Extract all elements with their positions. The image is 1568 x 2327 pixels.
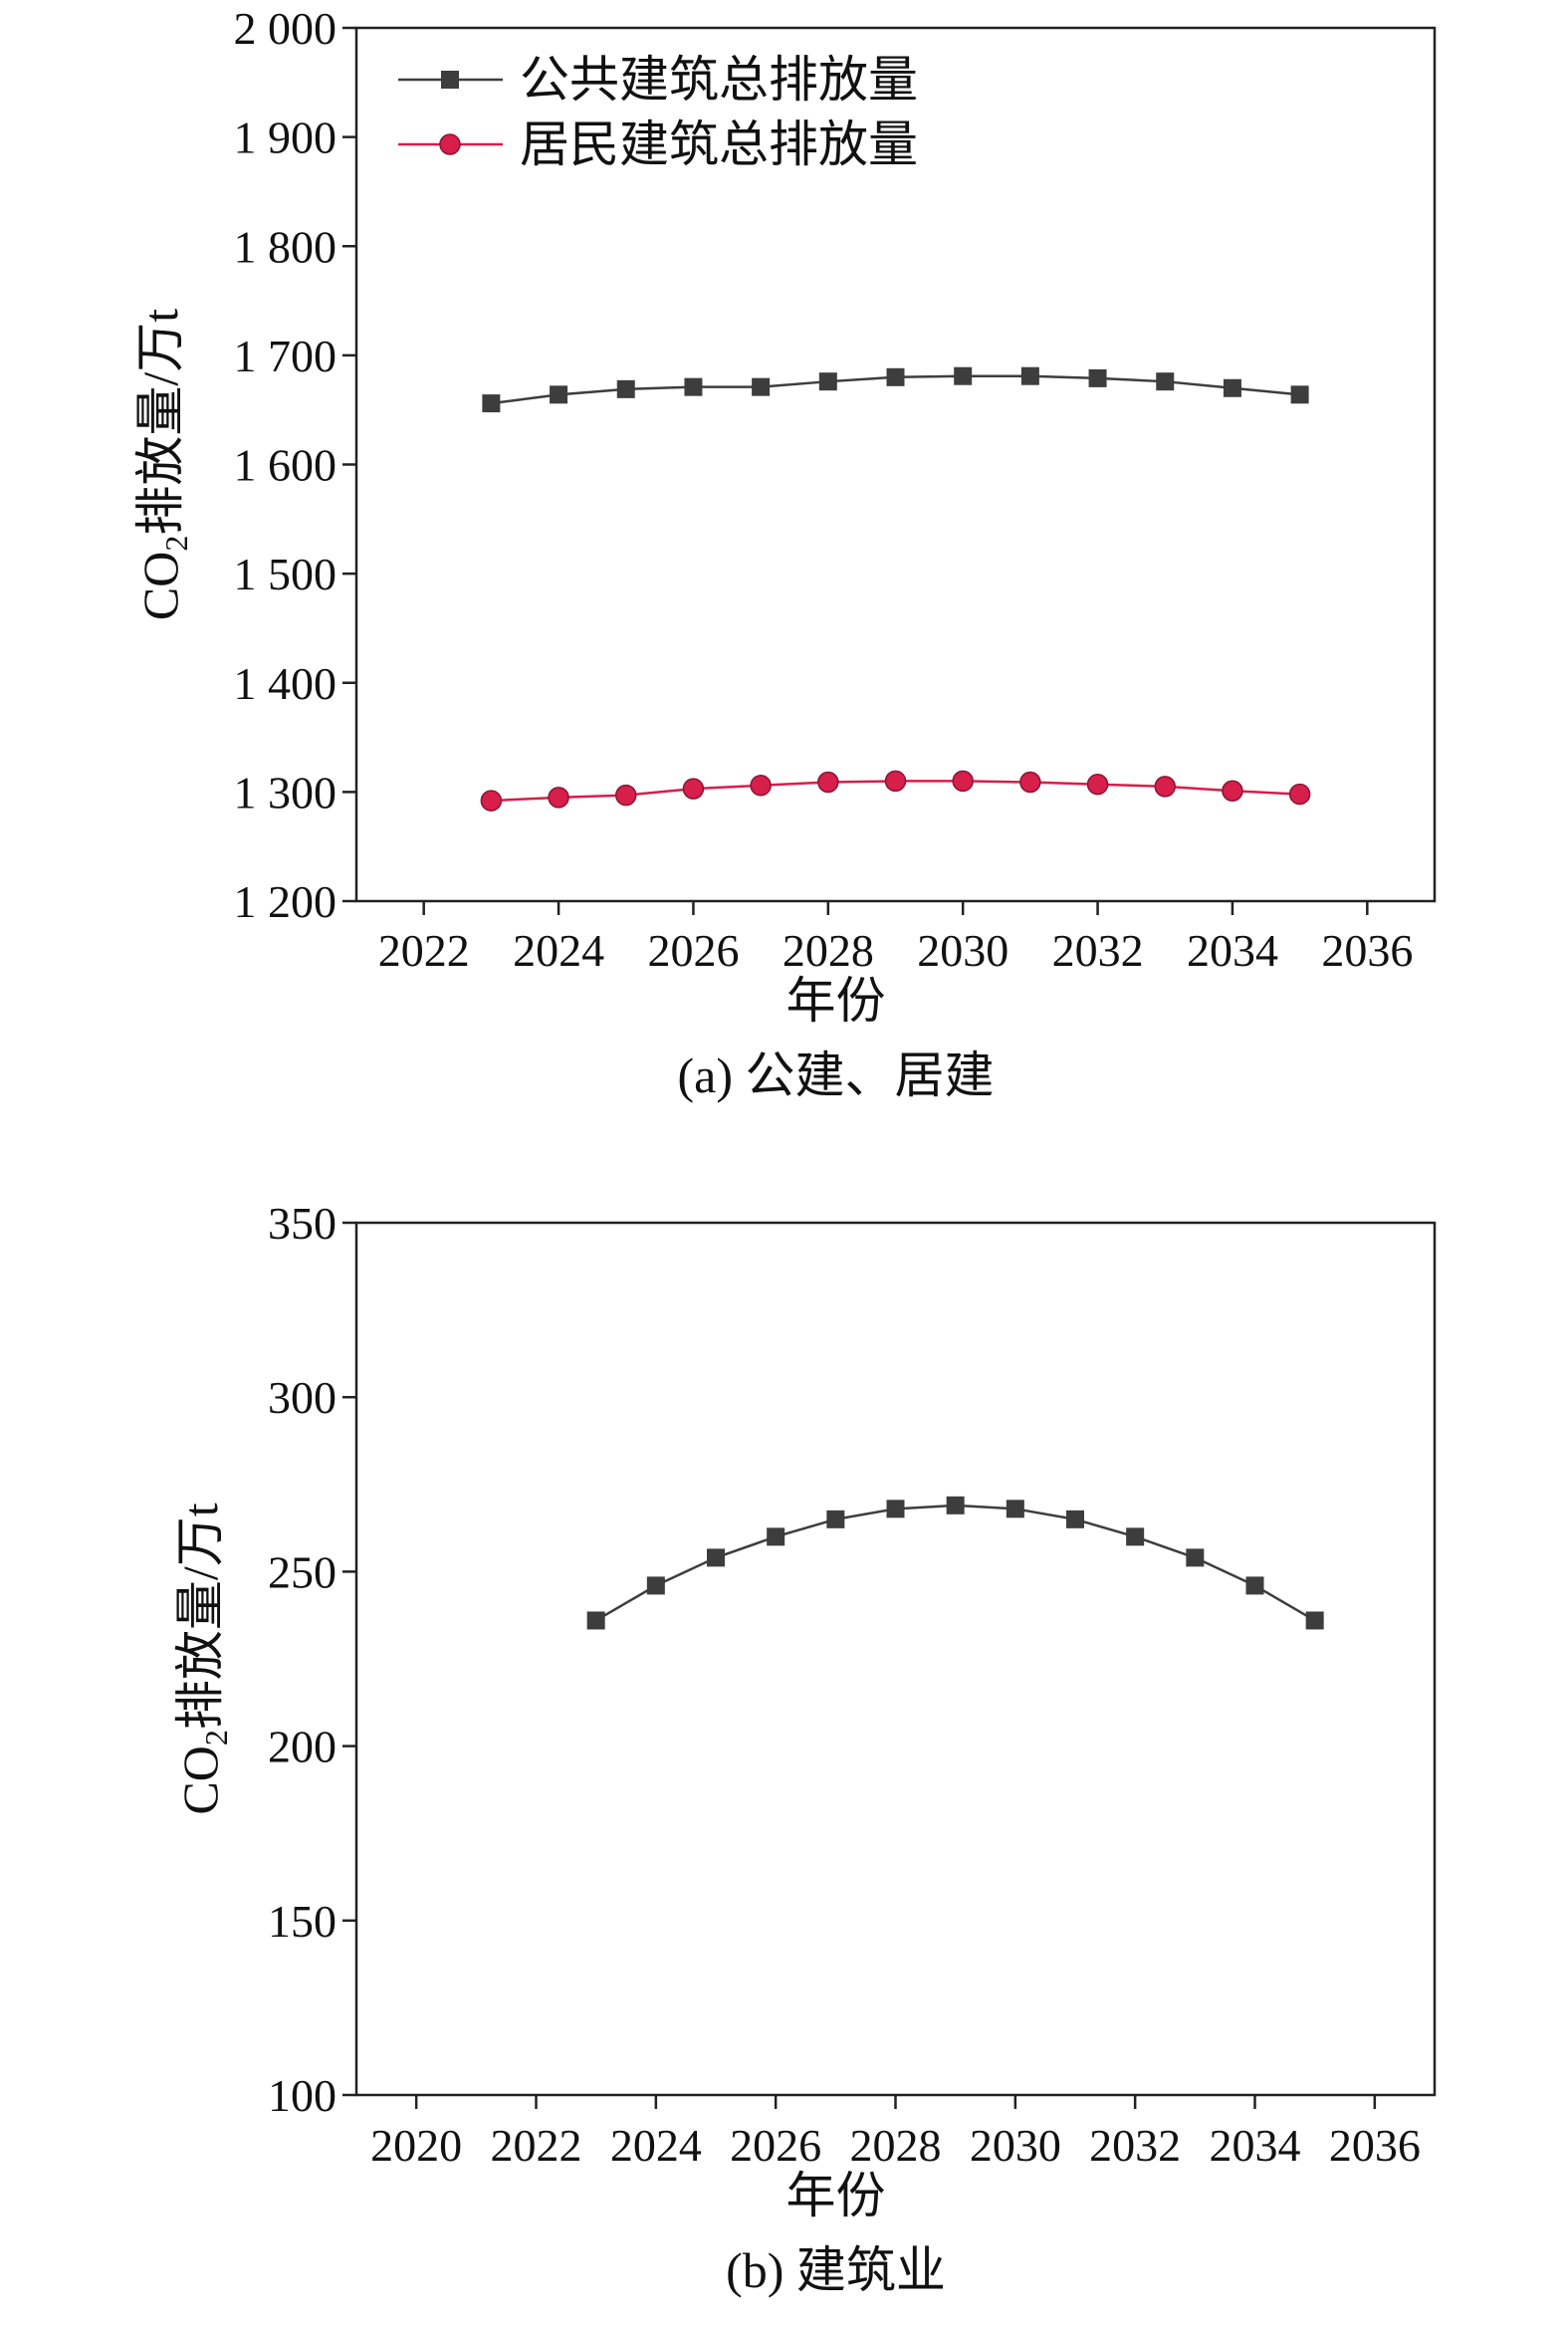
data-point-square: [954, 366, 973, 385]
data-point-square: [886, 1500, 905, 1518]
legend-label: 居民建筑总排放量: [520, 116, 918, 172]
data-point-square: [1006, 1500, 1024, 1518]
y-axis-label-co: CO: [172, 1745, 228, 1814]
y-axis-label-co: CO: [132, 552, 188, 620]
data-point-square: [616, 379, 635, 398]
data-point-square: [684, 377, 703, 396]
data-point-circle: [1154, 776, 1176, 798]
data-point-square: [1020, 366, 1039, 385]
data-point-square: [550, 385, 568, 404]
data-point-circle: [682, 778, 705, 800]
y-tick-label: 1 900: [234, 113, 337, 163]
data-point-square: [1305, 1611, 1324, 1630]
x-tick-label: 2026: [647, 925, 739, 976]
data-point-square: [767, 1527, 785, 1546]
x-tick-label: 2032: [1052, 925, 1144, 976]
data-point-circle: [1086, 773, 1109, 796]
x-tick-label: 2024: [513, 925, 604, 976]
x-tick-label: 2028: [783, 925, 874, 976]
y-tick-label: 250: [268, 1546, 336, 1597]
data-point-square: [1088, 368, 1107, 387]
data-point-circle: [548, 787, 569, 809]
data-point-square: [1245, 1576, 1264, 1595]
data-point-circle: [615, 784, 637, 807]
figure-caption: (b) 建筑业: [726, 2242, 946, 2298]
data-point-square: [752, 377, 771, 396]
y-axis-label-subscript: 2: [198, 1730, 234, 1745]
data-point-circle: [952, 770, 974, 793]
data-point-circle: [884, 770, 907, 793]
data-point-square: [886, 367, 905, 386]
data-point-square: [1223, 378, 1241, 397]
data-point-square: [946, 1496, 965, 1514]
data-point-square: [818, 372, 837, 391]
data-point-circle: [817, 771, 839, 794]
x-tick-label: 2020: [370, 2120, 462, 2171]
y-axis-label: CO2排放量/万t: [132, 309, 194, 620]
data-point-square: [646, 1576, 665, 1595]
x-tick-label: 2022: [491, 2120, 582, 2171]
y-tick-label: 1 400: [234, 658, 337, 709]
legend-label: 公共建筑总排放量: [520, 52, 918, 108]
y-tick-label: 200: [268, 1722, 336, 1772]
plot-frame: [354, 1221, 1437, 2097]
data-point-square: [1186, 1548, 1205, 1567]
y-tick-label: 1 700: [234, 331, 337, 381]
x-tick-label: 2036: [1321, 925, 1413, 976]
chart-panel-b: 2020 2022 2024 2026 2028 2030 2032 2034 2036 100 1…: [172, 1198, 1437, 2298]
y-tick-label: 300: [268, 1372, 336, 1423]
data-point-square: [1290, 385, 1309, 404]
x-tick-label: 2034: [1210, 2120, 1301, 2171]
y-axis-label-rest: 排放量/万t: [132, 309, 188, 536]
data-point-circle: [1019, 771, 1041, 794]
data-point-square: [1156, 372, 1175, 391]
x-tick-label: 2030: [917, 925, 1008, 976]
legend-marker: [439, 133, 461, 155]
y-tick-label: 100: [268, 2070, 336, 2121]
y-tick-label: 1 600: [234, 440, 337, 491]
y-axis-label-subscript: 2: [158, 536, 194, 552]
data-point-square: [707, 1548, 725, 1567]
x-axis-label: 年份: [786, 973, 886, 1029]
x-tick-label: 2022: [378, 925, 470, 976]
x-tick-label: 2030: [970, 2120, 1061, 2171]
data-point-square: [1126, 1527, 1145, 1546]
y-tick-label: 1 500: [234, 549, 337, 599]
data-point-square: [1066, 1510, 1084, 1528]
data-point-square: [482, 394, 501, 413]
x-tick-label: 2024: [610, 2120, 702, 2171]
figure-caption: (a) 公建、居建: [678, 1047, 995, 1103]
legend-marker: [441, 71, 459, 89]
y-axis-label: CO2排放量/万t: [172, 1503, 234, 1814]
y-tick-label: 2 000: [234, 3, 337, 54]
x-axis-label: 年份: [786, 2168, 886, 2223]
series-line: [595, 1504, 1316, 1622]
data-point-circle: [750, 775, 772, 797]
data-point-circle: [1288, 783, 1311, 806]
y-tick-label: 1 200: [234, 876, 337, 927]
y-tick-label: 350: [268, 1198, 336, 1249]
data-point-square: [826, 1510, 845, 1528]
x-tick-label: 2032: [1089, 2120, 1181, 2171]
y-tick-label: 150: [268, 1896, 336, 1947]
x-tick-label: 2028: [850, 2120, 942, 2171]
chart-panel-a: 2022 2024 2026 2028 2030 2032 2034 2036 1 200 1 3…: [132, 3, 1437, 1103]
data-point-circle: [480, 790, 503, 812]
x-tick-label: 2036: [1329, 2120, 1421, 2171]
y-tick-label: 1 800: [234, 221, 337, 272]
data-point-square: [586, 1611, 605, 1630]
x-tick-label: 2026: [730, 2120, 821, 2171]
y-tick-label: 1 300: [234, 767, 337, 817]
y-axis-label-rest: 排放量/万t: [172, 1503, 228, 1730]
data-point-circle: [1222, 780, 1243, 803]
x-tick-label: 2034: [1187, 925, 1278, 976]
